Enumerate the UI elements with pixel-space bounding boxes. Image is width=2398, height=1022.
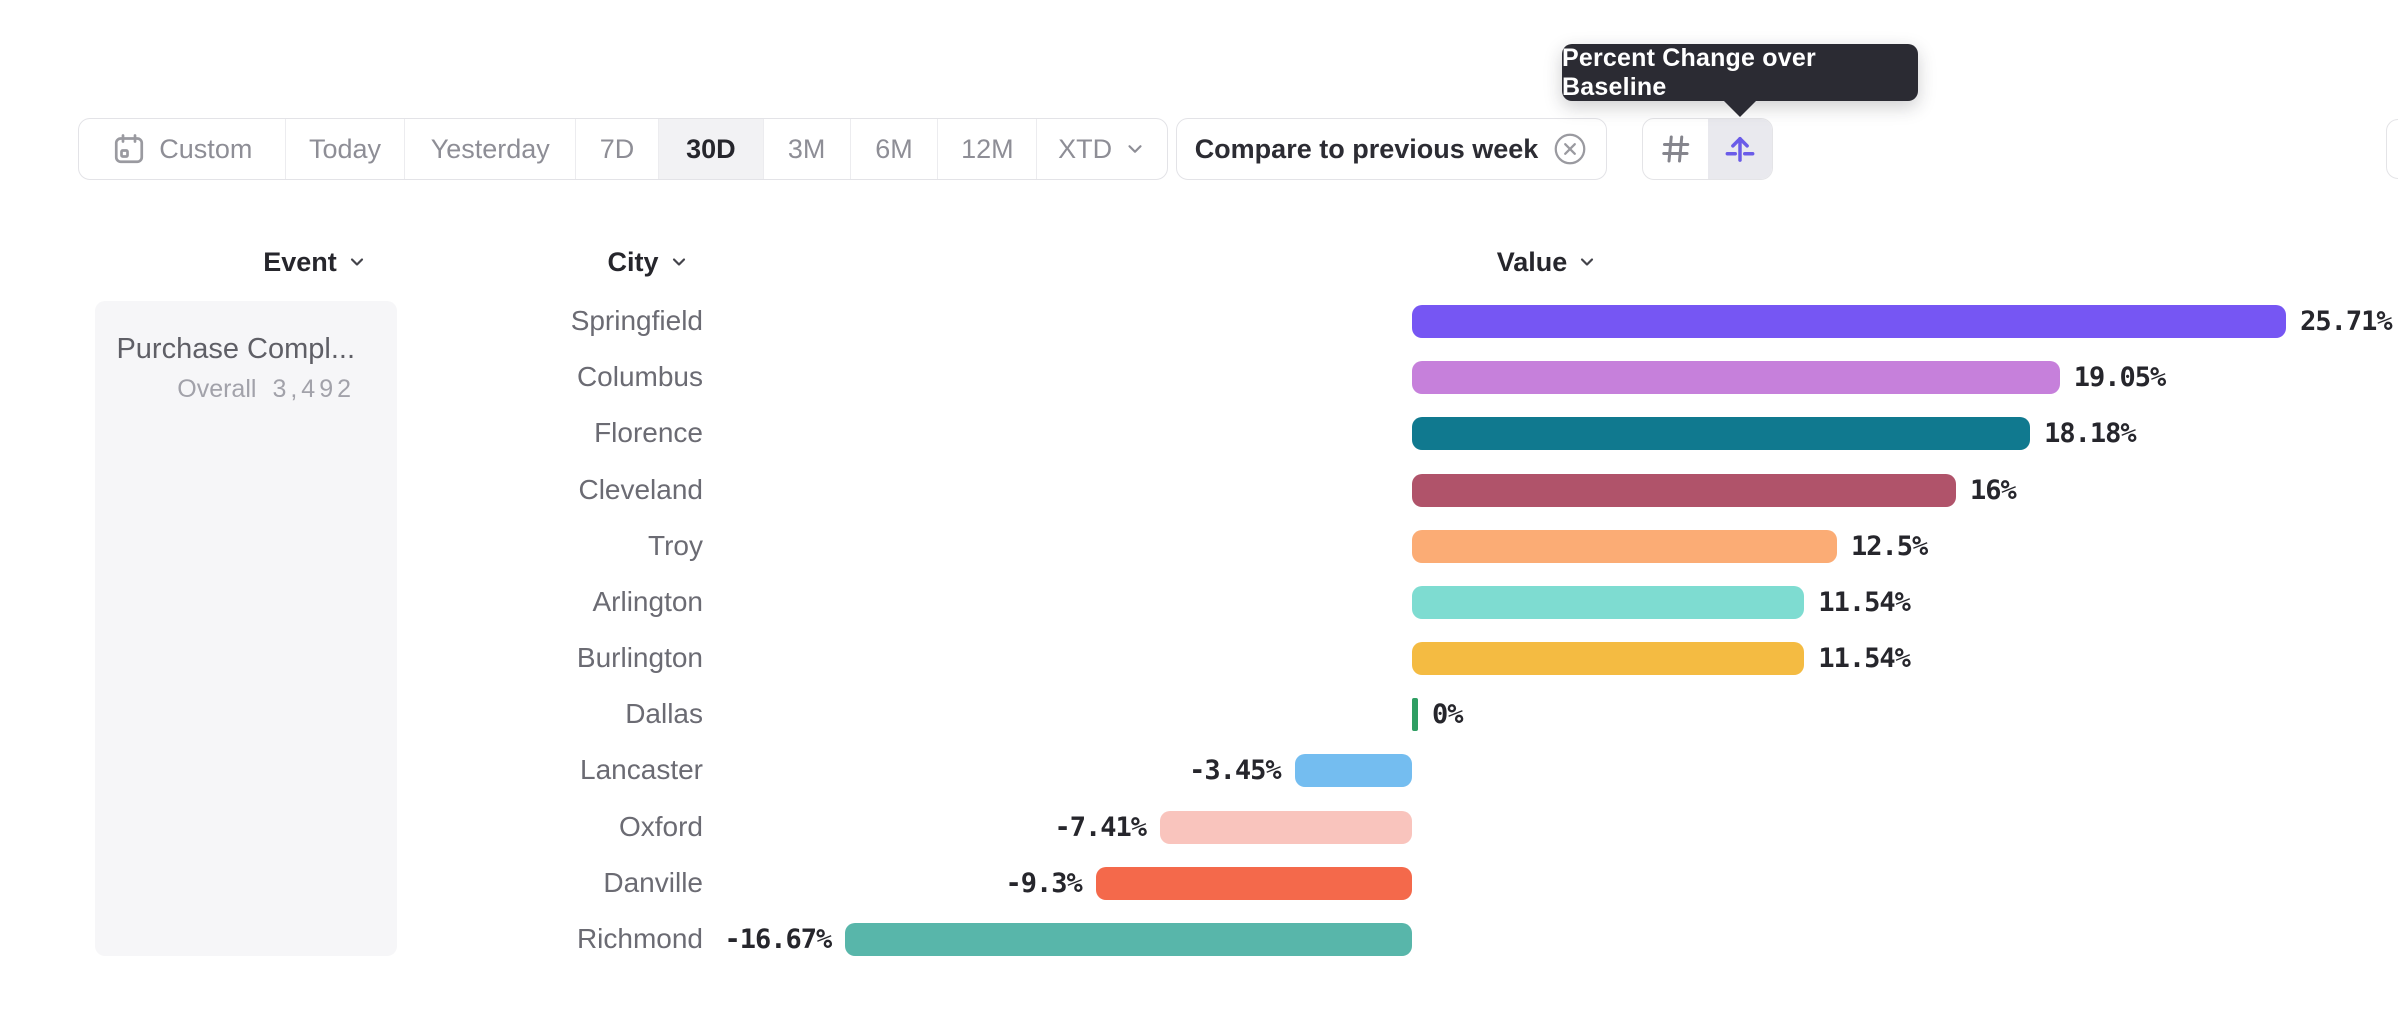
event-name: Purchase Compl... — [116, 333, 355, 365]
remove-comparison-icon[interactable] — [1552, 131, 1588, 167]
city-column-header[interactable]: City — [568, 245, 728, 279]
tooltip-text: Percent Change over Baseline — [1562, 43, 1816, 101]
percent-change-baseline-mode-button[interactable] — [1707, 119, 1772, 179]
value-label: 25.71% — [2300, 306, 2393, 337]
date-range-picker: Custom Today Yesterday 7D 30D 3M 6M 12M … — [78, 118, 1168, 180]
event-card-purchase-completed[interactable]: Purchase Compl... Overall 3,492 — [95, 301, 397, 956]
chevron-down-icon — [347, 252, 367, 272]
value-label: 0% — [1432, 699, 1464, 731]
date-range-today-button[interactable]: Today — [286, 119, 406, 179]
date-range-label: Today — [308, 133, 382, 164]
bar-danville[interactable] — [1095, 866, 1412, 900]
bar-troy[interactable] — [1412, 529, 1837, 563]
bar-cleveland[interactable] — [1412, 473, 1956, 507]
date-range-label: XTD — [1058, 133, 1113, 164]
value-label: 11.54% — [1818, 643, 1911, 675]
city-label: Cleveland — [578, 473, 703, 505]
chart-row: Florence 18.18% — [0, 405, 2398, 461]
bar-arlington[interactable] — [1412, 585, 1805, 619]
value-label: -16.67% — [724, 923, 832, 955]
city-label: Troy — [648, 529, 703, 561]
date-range-custom-button[interactable]: Custom — [79, 119, 286, 179]
value-mode-toggle — [1642, 118, 1773, 180]
city-column-label: City — [607, 246, 659, 277]
chart-row: Danville -9.3% — [0, 855, 2398, 911]
event-metric: Overall 3,492 — [115, 375, 355, 404]
bar-florence[interactable] — [1412, 417, 2031, 451]
date-range-30d-button[interactable]: 30D — [658, 119, 764, 179]
city-label: Springfield — [570, 305, 703, 336]
city-label: Lancaster — [580, 754, 703, 786]
arrow-up-baseline-icon — [1721, 130, 1759, 168]
event-metric-label: Overall — [177, 375, 257, 403]
chart-row: Springfield 25.71% — [0, 293, 2398, 349]
value-label: -3.45% — [1189, 755, 1282, 787]
city-label: Columbus — [576, 361, 703, 393]
chart-row: Burlington 11.54% — [0, 630, 2398, 686]
bar-dallas[interactable] — [1412, 698, 1418, 732]
city-label: Arlington — [592, 585, 703, 617]
city-label: Richmond — [576, 922, 703, 954]
chart-row: Arlington 11.54% — [0, 574, 2398, 630]
compare-to-previous-week-chip[interactable]: Compare to previous week — [1176, 118, 1607, 180]
chart-row: Dallas 0% — [0, 686, 2398, 742]
tooltip-percent-change-over-baseline: Percent Change over Baseline — [1562, 44, 1918, 101]
chart-row: Columbus 19.05% — [0, 349, 2398, 405]
chart-row: Cleveland 16% — [0, 462, 2398, 518]
date-range-label: 7D — [599, 133, 635, 164]
calendar-icon — [111, 131, 147, 167]
compare-chip-label: Compare to previous week — [1194, 133, 1539, 164]
date-range-label: 6M — [875, 133, 913, 164]
bar-lancaster[interactable] — [1294, 754, 1412, 788]
bar-springfield[interactable] — [1412, 305, 2287, 338]
event-column-header[interactable]: Event — [235, 245, 395, 279]
value-label: 16% — [1970, 474, 2017, 506]
date-range-label: Custom — [159, 133, 253, 164]
city-label: Florence — [594, 417, 703, 449]
bar-oxford[interactable] — [1160, 810, 1412, 844]
bar-columbus[interactable] — [1412, 361, 2060, 395]
value-label: -9.3% — [1005, 867, 1083, 899]
value-column-label: Value — [1496, 246, 1568, 277]
value-label: 18.18% — [2044, 418, 2137, 450]
chart-row: Troy 12.5% — [0, 518, 2398, 574]
event-column-label: Event — [263, 246, 337, 277]
chart-row: Lancaster -3.45% — [0, 742, 2398, 798]
value-label: 19.05% — [2073, 362, 2167, 394]
hash-icon — [1657, 131, 1693, 167]
date-range-label: Yesterday — [430, 133, 550, 164]
date-range-label: 12M — [961, 133, 1014, 164]
date-range-12m-button[interactable]: 12M — [938, 119, 1038, 179]
numbers-mode-button[interactable] — [1643, 119, 1708, 179]
date-range-3m-button[interactable]: 3M — [764, 119, 851, 179]
date-range-label: 3M — [787, 133, 826, 164]
bar-burlington[interactable] — [1412, 642, 1805, 676]
city-label: Oxford — [618, 810, 703, 842]
city-label: Burlington — [576, 642, 703, 674]
value-label: -7.41% — [1054, 811, 1148, 843]
city-label: Dallas — [625, 698, 703, 730]
value-label: 11.54% — [1818, 586, 1911, 618]
city-label: Danville — [603, 866, 703, 898]
date-range-xtd-button[interactable]: XTD — [1037, 119, 1167, 179]
date-range-6m-button[interactable]: 6M — [851, 119, 939, 179]
chart-row: Oxford -7.41% — [0, 799, 2398, 855]
chevron-down-icon — [1124, 138, 1146, 160]
date-range-7d-button[interactable]: 7D — [576, 119, 659, 179]
value-label: 12.5% — [1851, 530, 1928, 562]
chevron-down-icon — [1577, 252, 1597, 272]
bar-richmond[interactable] — [845, 922, 1412, 956]
chart-row: Richmond -16.67% — [0, 911, 2398, 967]
event-metric-value: 3,492 — [272, 375, 355, 403]
value-column-header[interactable]: Value — [1467, 245, 1627, 279]
date-range-label: 30D — [686, 133, 736, 164]
date-range-yesterday-button[interactable]: Yesterday — [405, 119, 577, 179]
chevron-down-icon — [669, 252, 689, 272]
